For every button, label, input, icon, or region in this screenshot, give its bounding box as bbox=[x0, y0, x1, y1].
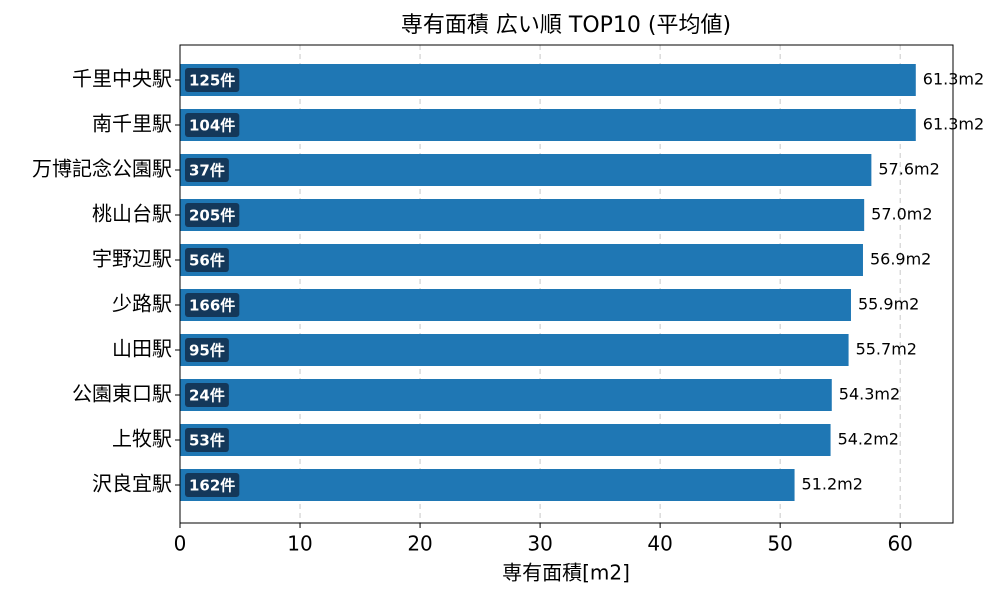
count-label-box bbox=[185, 338, 229, 362]
x-tick-label: 20 bbox=[407, 532, 432, 556]
bar bbox=[180, 424, 831, 456]
y-tick-label: 沢良宜駅 bbox=[92, 472, 172, 496]
value-label: 57.0m2 bbox=[871, 205, 932, 224]
bar bbox=[180, 379, 832, 411]
count-label-box bbox=[185, 68, 240, 92]
count-label: 53件 bbox=[189, 432, 225, 450]
y-tick-label: 南千里駅 bbox=[92, 112, 172, 136]
count-label-box bbox=[185, 473, 240, 497]
value-label: 55.7m2 bbox=[856, 340, 917, 359]
bar bbox=[180, 154, 872, 186]
y-tick-label: 山田駅 bbox=[112, 337, 172, 361]
count-label: 56件 bbox=[189, 252, 225, 270]
chart-title: 専有面積 広い順 TOP10 (平均値) bbox=[401, 13, 731, 38]
value-label: 56.9m2 bbox=[870, 250, 931, 269]
value-label: 54.2m2 bbox=[838, 430, 899, 449]
count-label: 125件 bbox=[189, 72, 235, 90]
bar bbox=[180, 244, 863, 276]
bar bbox=[180, 64, 916, 96]
y-tick-label: 少路駅 bbox=[112, 292, 172, 316]
y-tick-label: 上牧駅 bbox=[112, 427, 172, 451]
plot-frame bbox=[179, 44, 954, 524]
count-label-box bbox=[185, 293, 240, 317]
count-label-box bbox=[185, 113, 240, 137]
x-tick-label: 0 bbox=[174, 532, 187, 556]
value-label: 51.2m2 bbox=[802, 475, 863, 494]
bar bbox=[180, 469, 795, 501]
x-tick-label: 30 bbox=[527, 532, 552, 556]
y-tick-label: 万博記念公園駅 bbox=[32, 157, 172, 181]
x-tick-label: 50 bbox=[767, 532, 792, 556]
bar bbox=[180, 109, 916, 141]
count-label: 95件 bbox=[189, 342, 225, 360]
x-axis-label: 専有面積[m2] bbox=[502, 561, 630, 585]
count-label-box bbox=[185, 428, 229, 452]
count-label-box bbox=[185, 158, 229, 182]
count-label: 162件 bbox=[189, 477, 235, 495]
y-tick-label: 宇野辺駅 bbox=[92, 247, 172, 271]
value-label: 55.9m2 bbox=[858, 295, 919, 314]
count-label-box bbox=[185, 203, 240, 227]
count-label: 166件 bbox=[189, 297, 235, 315]
y-tick-label: 公園東口駅 bbox=[72, 382, 172, 406]
count-label: 205件 bbox=[189, 207, 235, 225]
count-label: 37件 bbox=[189, 162, 225, 180]
x-tick-label: 40 bbox=[647, 532, 672, 556]
count-label: 104件 bbox=[189, 117, 235, 135]
count-label-box bbox=[185, 248, 229, 272]
count-label-box bbox=[185, 383, 229, 407]
value-label: 54.3m2 bbox=[839, 385, 900, 404]
x-tick-label: 60 bbox=[887, 532, 912, 556]
x-tick-label: 10 bbox=[287, 532, 312, 556]
value-label: 57.6m2 bbox=[878, 160, 939, 179]
bar bbox=[180, 199, 865, 231]
y-tick-label: 千里中央駅 bbox=[72, 67, 172, 91]
count-label: 24件 bbox=[189, 387, 225, 405]
bar bbox=[180, 289, 851, 321]
y-tick-label: 桃山台駅 bbox=[92, 202, 172, 226]
bar bbox=[180, 334, 849, 366]
